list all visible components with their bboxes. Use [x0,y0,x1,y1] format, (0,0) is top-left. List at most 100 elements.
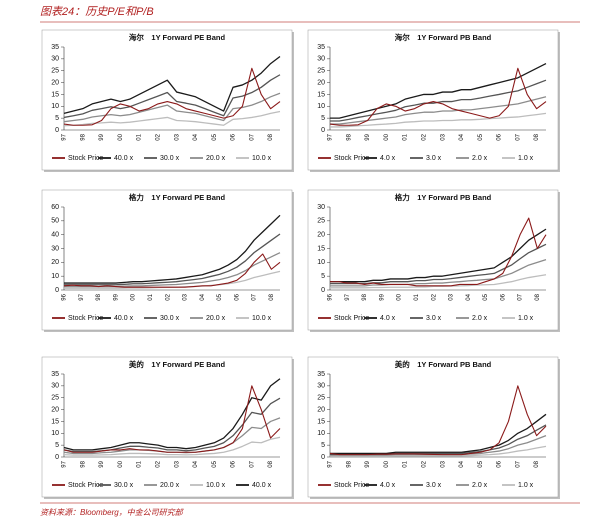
x-tick-label: 02 [421,133,427,140]
y-tick-label: 5 [321,442,325,449]
y-tick-label: 5 [321,273,325,280]
y-tick-label: 15 [317,91,325,98]
legend-label: 10.0 x [252,155,272,162]
y-tick-label: 10 [51,430,59,437]
legend-label: 4.0 x [380,155,396,162]
y-tick-label: 10 [317,430,325,437]
y-tick-label: 15 [317,245,325,252]
x-tick-label: 05 [483,293,489,300]
x-tick-label: 97 [328,133,334,140]
legend-label: 4.0 x [380,482,396,489]
x-tick-label: 01 [403,460,409,467]
x-tick-label: 07 [515,460,521,467]
chart-title: 格力 1Y Forward PB Band [395,192,492,202]
x-tick-label: 99 [379,293,385,300]
chart-title: 美的 1Y Forward PE Band [129,359,226,369]
x-tick-label: 04 [459,133,465,140]
y-tick-label: 40 [51,232,59,239]
series-line [330,445,547,457]
panel [41,356,293,498]
x-tick-label: 98 [80,133,86,140]
x-tick-label: 07 [518,293,524,300]
series-line [330,217,547,287]
x-tick-label: 03 [174,460,180,467]
legend-label: 1.0 x [518,482,534,489]
y-tick-label: 20 [317,406,325,413]
legend-label: 10.0 x [206,482,226,489]
legend-label: 1.0 x [518,315,534,322]
legend-label: 3.0 x [426,315,442,322]
x-tick-label: 04 [193,133,199,140]
y-tick-label: 25 [51,68,59,75]
y-tick-label: 35 [317,44,325,51]
x-tick-label: 05 [212,460,218,467]
x-tick-label: 00 [397,293,403,300]
y-tick-label: 60 [51,204,59,211]
series-line [63,74,281,119]
x-tick-label: 99 [365,133,371,140]
y-tick-label: 30 [317,204,325,211]
footer-source: 资料来源：Bloomberg，中金公司研究部 [40,508,185,517]
chart-title: 海尔 1Y Forward PB Band [395,32,492,42]
x-tick-label: 05 [212,133,218,140]
y-tick-label: 20 [317,232,325,239]
legend-label: 40.0 x [252,482,272,489]
x-tick-label: 06 [231,133,237,140]
x-tick-label: 99 [99,133,105,140]
x-tick-label: 02 [155,133,161,140]
x-tick-label: 97 [62,133,68,140]
chart-title: 格力 1Y Forward PE Band [129,192,226,202]
y-tick-label: 50 [51,218,59,225]
y-tick-label: 25 [317,68,325,75]
x-tick-label: 99 [113,293,119,300]
legend-label: 40.0 x [114,155,134,162]
legend-label: 4.0 x [380,315,396,322]
panel [41,29,293,171]
x-tick-label: 08 [268,133,274,140]
series-line [330,112,547,128]
x-tick-label: 07 [515,133,521,140]
x-tick-label: 00 [131,293,137,300]
series-line [64,214,281,284]
x-tick-label: 97 [328,460,334,467]
y-tick-label: 5 [55,115,59,122]
x-tick-label: 06 [231,460,237,467]
x-tick-label: 05 [478,133,484,140]
x-tick-label: 98 [80,460,86,467]
series-line [63,110,281,127]
y-tick-label: 10 [51,273,59,280]
x-tick-label: 06 [234,293,240,300]
legend-label: 20.0 x [206,315,226,322]
y-tick-label: 30 [51,245,59,252]
legend-label: Stock Price [334,315,370,322]
legend-label: Stock Price [68,315,104,322]
x-tick-label: 07 [249,133,255,140]
y-tick-label: 10 [317,259,325,266]
legend-label: 10.0 x [252,315,272,322]
x-tick-label: 04 [466,293,472,300]
legend-label: 2.0 x [472,155,488,162]
y-tick-label: 5 [55,442,59,449]
series-line [330,258,547,287]
x-tick-label: 03 [183,293,189,300]
y-tick-label: 0 [321,454,325,461]
x-tick-label: 05 [217,293,223,300]
x-tick-label: 01 [148,293,154,300]
y-tick-label: 20 [317,79,325,86]
series-line [63,55,281,115]
legend-label: 3.0 x [426,155,442,162]
x-tick-label: 06 [497,133,503,140]
x-tick-label: 98 [96,293,102,300]
series-line [329,67,547,126]
panel [41,189,293,331]
y-tick-label: 10 [51,103,59,110]
y-tick-label: 15 [51,91,59,98]
y-tick-label: 15 [51,418,59,425]
series-line [64,233,281,286]
x-tick-label: 97 [62,460,68,467]
series-line [63,385,281,453]
